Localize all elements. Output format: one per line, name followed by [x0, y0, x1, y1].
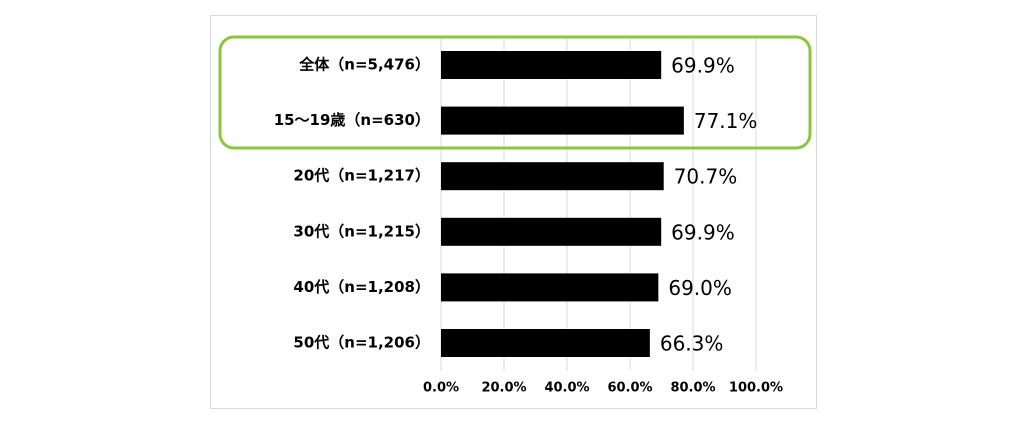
category-label: 15～19歳（n=630）: [274, 111, 430, 129]
bar: [441, 217, 662, 246]
x-tick-label: 40.0%: [544, 381, 589, 396]
data-label: 66.3%: [660, 332, 724, 356]
category-label: 30代（n=1,215）: [293, 222, 430, 240]
bar: [441, 162, 664, 191]
highlight-box: [218, 35, 812, 150]
data-label: 69.9%: [671, 54, 735, 78]
x-tick-label: 80.0%: [670, 381, 715, 396]
bar: [441, 106, 684, 135]
category-label: 全体（n=5,476）: [298, 56, 430, 74]
category-label: 20代（n=1,217）: [293, 167, 430, 185]
bar: [441, 329, 650, 357]
category-label: 40代（n=1,208）: [293, 278, 430, 296]
category-label: 50代（n=1,206）: [293, 334, 430, 352]
x-tick-label: 100.0%: [729, 381, 783, 396]
data-label: 69.9%: [671, 220, 735, 244]
data-label: 69.0%: [668, 276, 732, 300]
x-tick-label: 60.0%: [607, 381, 652, 396]
bar: [441, 51, 662, 79]
data-label: 77.1%: [694, 109, 758, 133]
data-label: 70.7%: [674, 165, 738, 189]
x-tick-label: 20.0%: [481, 381, 526, 396]
x-tick-label: 0.0%: [423, 381, 459, 396]
bar: [441, 273, 659, 302]
